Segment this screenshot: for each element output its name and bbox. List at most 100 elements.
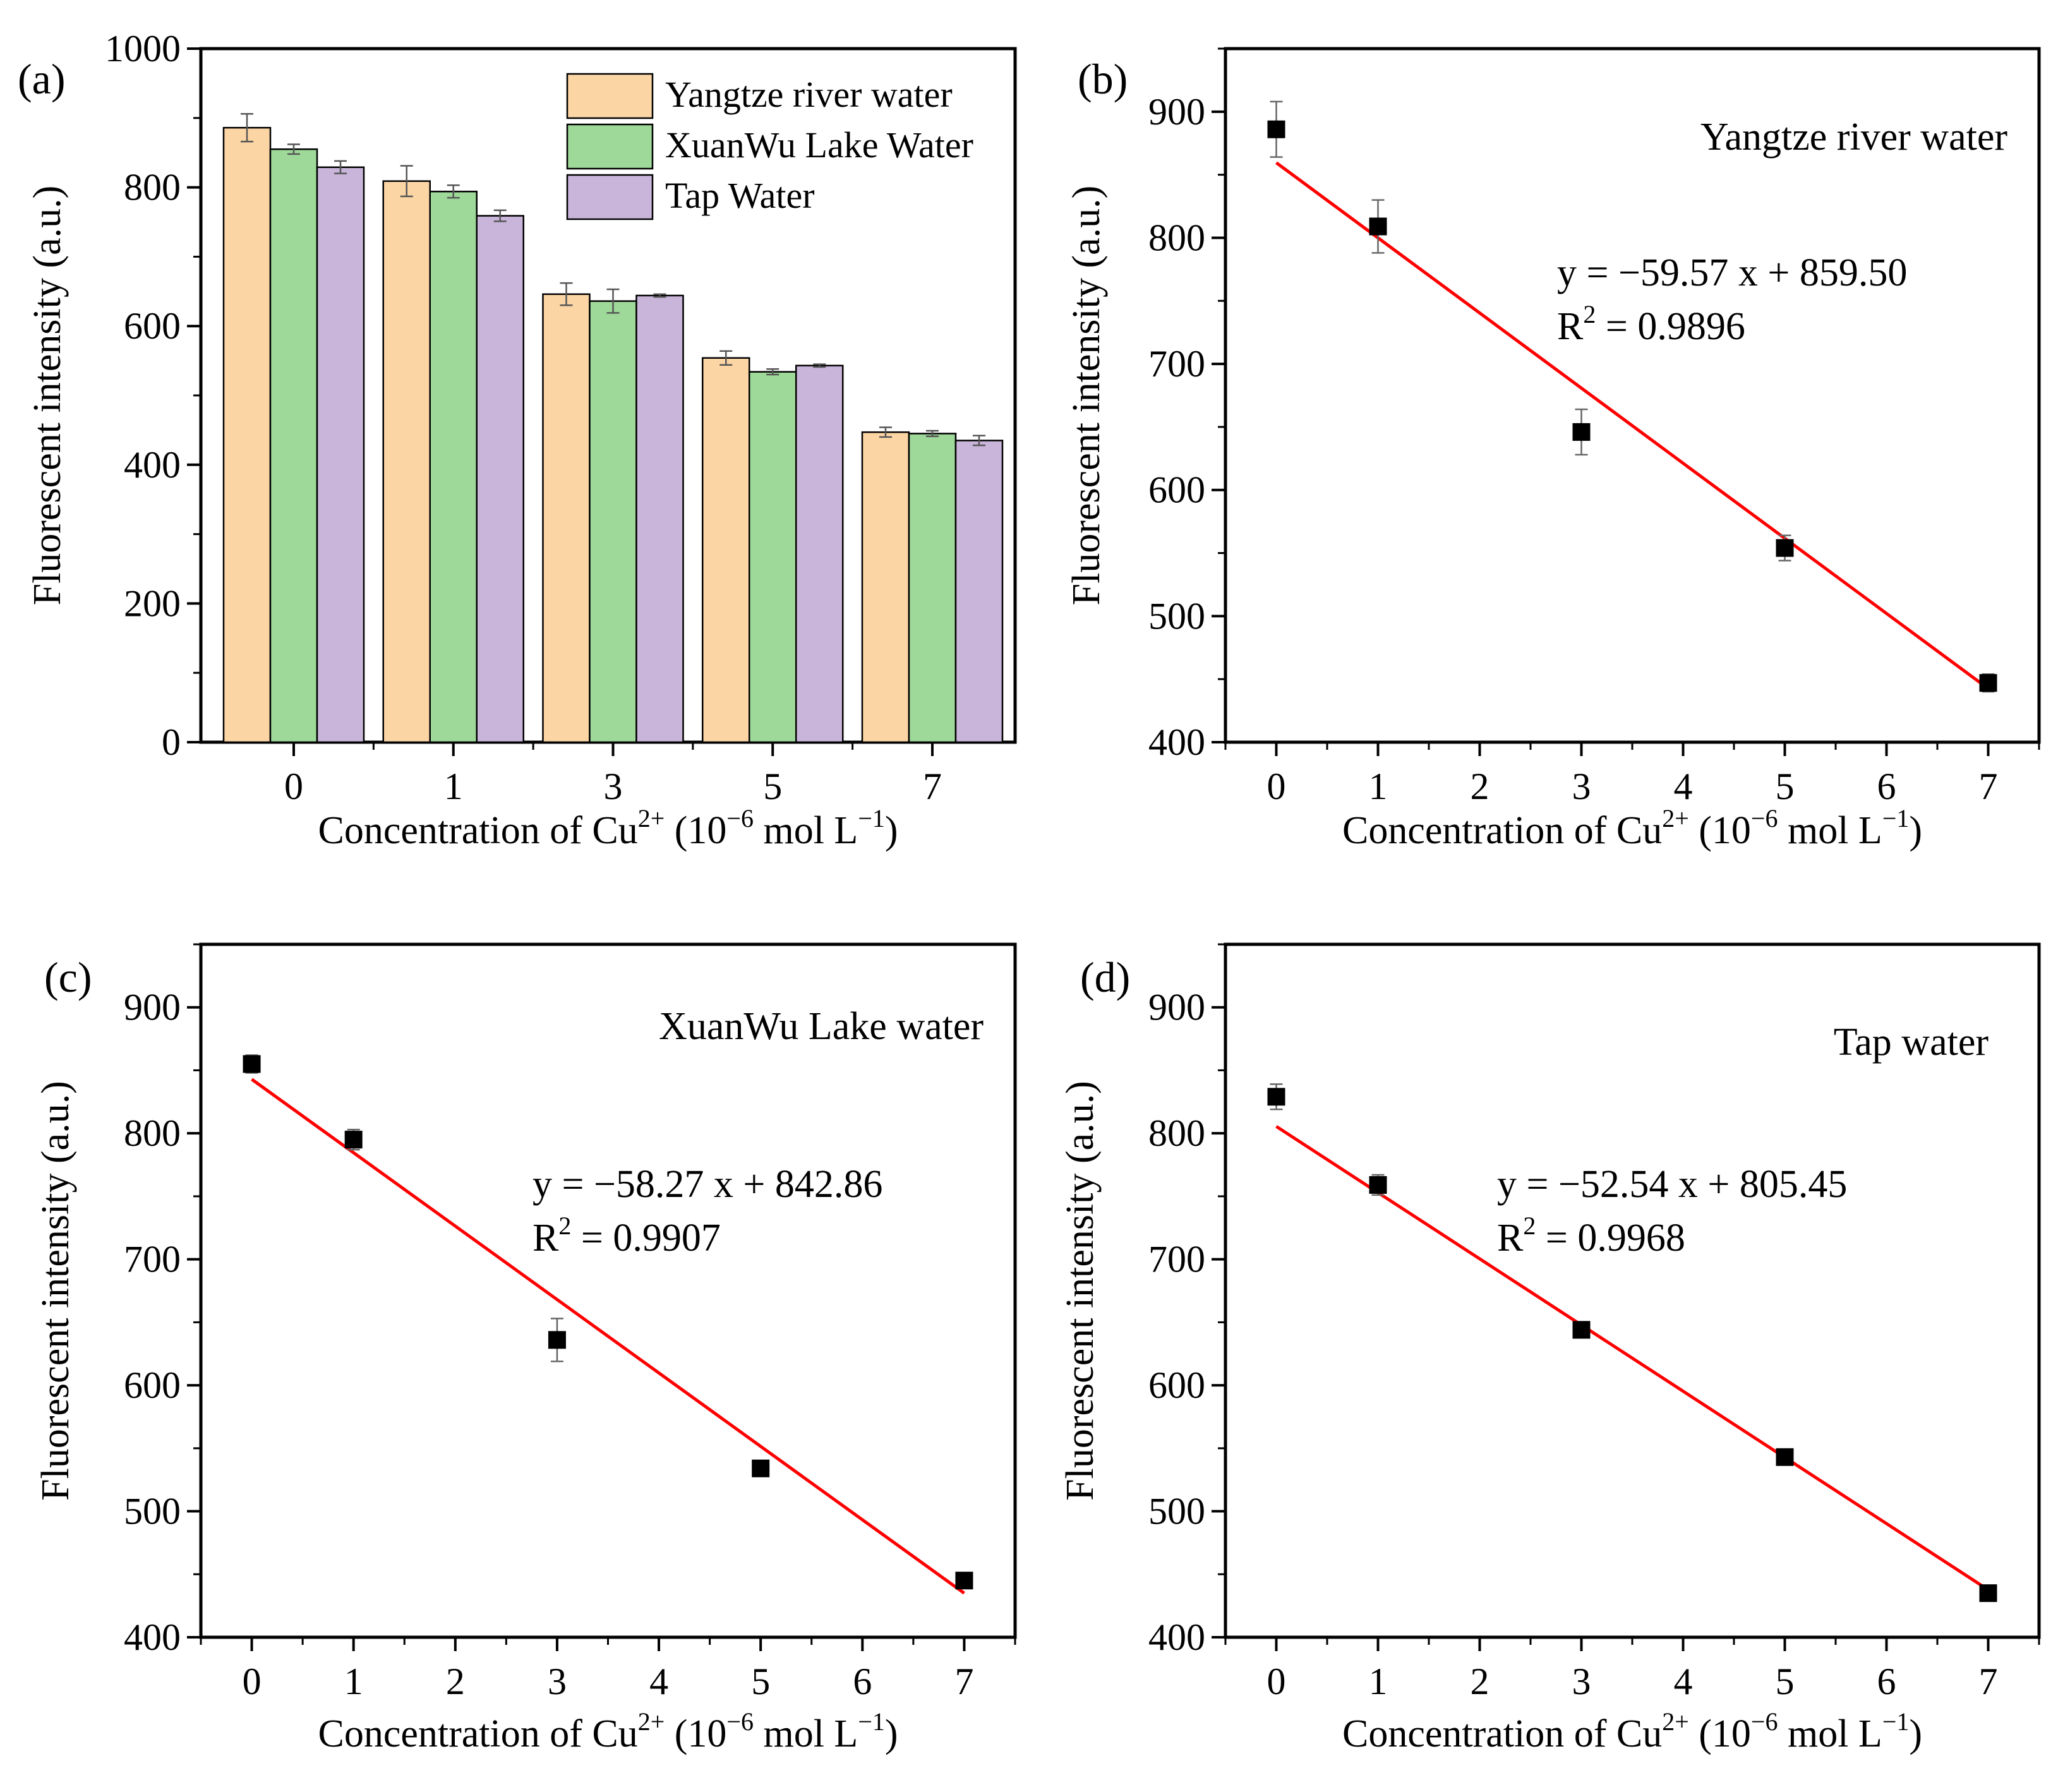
panel-label: (b) bbox=[1078, 55, 1128, 103]
fit-equation: y = −58.27 x + 842.86 bbox=[533, 1163, 882, 1206]
y-tick-label: 400 bbox=[1148, 1616, 1205, 1658]
y-tick-label: 600 bbox=[124, 305, 181, 347]
legend-label: Tap Water bbox=[665, 175, 815, 216]
x-tick-label: 6 bbox=[1877, 1661, 1896, 1702]
data-point bbox=[1369, 217, 1387, 236]
x-tick-label: 0 bbox=[1267, 766, 1286, 807]
x-tick-label: 1 bbox=[1369, 1661, 1388, 1702]
panel-c: 400 500 600 700 800 900 Fluorescent intensity … bbox=[34, 942, 1017, 1755]
legend-label: Yangtze river water bbox=[665, 74, 953, 115]
data-point bbox=[1369, 1176, 1387, 1194]
x-tick-label: 0 bbox=[243, 1661, 262, 1702]
y-axis-label: Fluorescent intensity (a.u.) bbox=[1065, 186, 1108, 606]
x-axis-label: Concentration of Cu2+ (10−6 mol L−1) bbox=[1342, 1707, 1922, 1755]
legend-swatch bbox=[566, 123, 654, 170]
bar bbox=[316, 166, 365, 743]
data-point bbox=[1979, 674, 1997, 692]
y-tick-label: 800 bbox=[1148, 217, 1205, 258]
panel-d: 400 500 600 700 800 900 Fluorescent intensity … bbox=[1059, 942, 2041, 1755]
y-tick-label: 900 bbox=[1148, 987, 1205, 1028]
data-point bbox=[1267, 1088, 1285, 1106]
x-tick-label: 0 bbox=[1267, 1661, 1286, 1702]
x-tick-label: 2 bbox=[1471, 1661, 1489, 1702]
y-tick-label: 900 bbox=[1148, 91, 1205, 133]
x-tick-label: 3 bbox=[1572, 1661, 1591, 1702]
y-tick-label: 600 bbox=[1148, 469, 1205, 511]
y-tick-label: 1000 bbox=[105, 28, 181, 69]
bar bbox=[795, 364, 844, 743]
bar bbox=[748, 371, 797, 743]
y-tick-label: 800 bbox=[1148, 1112, 1205, 1154]
x-tick-label: 5 bbox=[751, 1661, 770, 1702]
bar bbox=[954, 440, 1004, 743]
y-tick-label: 700 bbox=[1148, 1239, 1205, 1280]
fit-equation: y = −52.54 x + 805.45 bbox=[1497, 1163, 1847, 1206]
y-tick-label: 400 bbox=[124, 1616, 181, 1658]
panel-label: (c) bbox=[44, 953, 92, 1001]
x-tick-label: 1 bbox=[444, 766, 463, 807]
data-point bbox=[548, 1331, 566, 1349]
bar bbox=[908, 433, 957, 743]
y-axis-label: Fluorescent intensity (a.u.) bbox=[34, 1081, 77, 1501]
y-tick-label: 800 bbox=[124, 167, 181, 208]
bar bbox=[476, 215, 524, 743]
fit-line bbox=[1275, 1125, 1989, 1591]
bar bbox=[429, 190, 478, 743]
fit-line bbox=[1275, 161, 1989, 690]
bar bbox=[635, 294, 684, 743]
x-tick-label: 4 bbox=[1674, 1661, 1693, 1702]
y-tick-label: 200 bbox=[124, 582, 181, 624]
y-tick-label: 500 bbox=[1148, 1491, 1205, 1532]
panel-title: Yangtze river water bbox=[1700, 116, 2007, 159]
data-point bbox=[1776, 1448, 1794, 1466]
data-point bbox=[344, 1131, 363, 1149]
r-squared: R2 = 0.9968 bbox=[1497, 1212, 1685, 1260]
x-tick-label: 7 bbox=[1979, 1661, 1998, 1702]
x-axis-label: Concentration of Cu2+ (10−6 mol L−1) bbox=[1342, 804, 1922, 852]
x-tick-label: 2 bbox=[1471, 766, 1489, 807]
x-tick-label: 3 bbox=[548, 1661, 567, 1702]
legend-swatch bbox=[566, 73, 654, 119]
y-tick-label: 500 bbox=[124, 1491, 181, 1532]
x-tick-label: 7 bbox=[954, 1661, 973, 1702]
y-tick-label: 700 bbox=[124, 1239, 181, 1280]
bar bbox=[222, 126, 272, 743]
bar bbox=[269, 148, 318, 743]
fit-line bbox=[251, 1078, 965, 1595]
bar bbox=[382, 180, 431, 743]
y-tick-label: 400 bbox=[124, 444, 181, 486]
x-tick-label: 3 bbox=[603, 766, 622, 807]
data-point bbox=[1267, 120, 1285, 138]
y-tick-label: 600 bbox=[124, 1364, 181, 1406]
x-tick-label: 5 bbox=[763, 766, 782, 807]
x-tick-label: 7 bbox=[923, 766, 942, 807]
panel-label: (d) bbox=[1080, 953, 1130, 1001]
x-tick-label: 4 bbox=[1674, 766, 1693, 807]
x-tick-label: 6 bbox=[853, 1661, 872, 1702]
data-point bbox=[1979, 1584, 1997, 1603]
y-tick-label: 0 bbox=[162, 721, 181, 763]
data-point bbox=[243, 1055, 261, 1073]
legend-label: XuanWu Lake Water bbox=[665, 124, 973, 165]
panel-title: Tap water bbox=[1834, 1021, 1989, 1064]
data-point bbox=[752, 1459, 770, 1477]
data-point bbox=[1776, 539, 1794, 557]
x-tick-label: 3 bbox=[1572, 766, 1591, 807]
bar bbox=[861, 431, 910, 743]
x-tick-label: 7 bbox=[1979, 766, 1998, 807]
y-axis-label: Fluorescent intensity (a.u.) bbox=[1059, 1081, 1102, 1501]
x-tick-label: 5 bbox=[1776, 766, 1795, 807]
x-tick-label: 0 bbox=[284, 766, 303, 807]
x-tick-label: 1 bbox=[344, 1661, 363, 1702]
y-tick-label: 700 bbox=[1148, 343, 1205, 385]
y-tick-label: 800 bbox=[124, 1112, 181, 1154]
bar bbox=[701, 357, 750, 743]
panel-b: 400 500 600 700 800 900 Fluorescent intensity … bbox=[1065, 47, 2041, 852]
y-tick-label: 400 bbox=[1148, 721, 1205, 763]
r-squared: R2 = 0.9896 bbox=[1557, 300, 1745, 348]
x-tick-label: 6 bbox=[1877, 766, 1896, 807]
x-tick-label: 1 bbox=[1369, 766, 1388, 807]
x-tick-label: 5 bbox=[1776, 1661, 1795, 1702]
fit-equation: y = −59.57 x + 859.50 bbox=[1557, 251, 1907, 294]
y-tick-label: 500 bbox=[1148, 595, 1205, 637]
